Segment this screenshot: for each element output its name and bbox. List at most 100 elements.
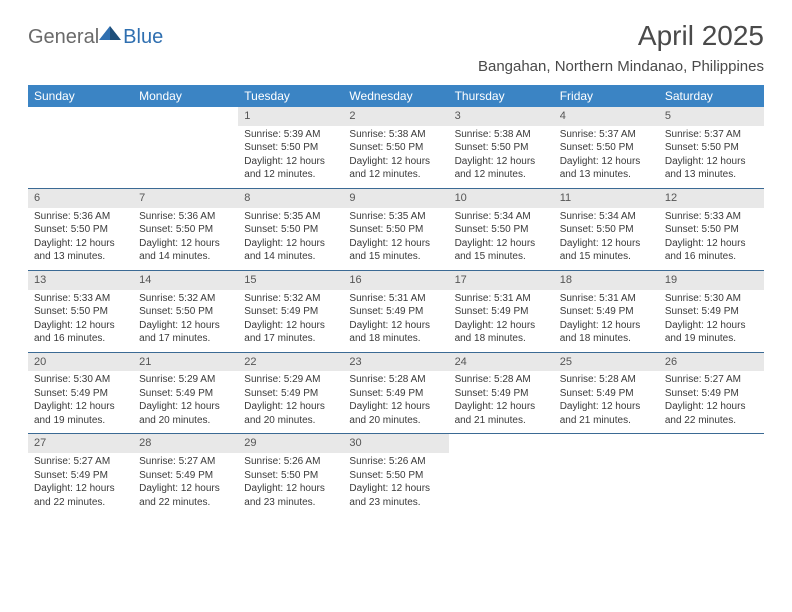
calendar-day: 21Sunrise: 5:29 AMSunset: 5:49 PMDayligh… [133, 352, 238, 434]
day-details: Sunrise: 5:38 AMSunset: 5:50 PMDaylight:… [343, 126, 448, 188]
calendar-day: 13Sunrise: 5:33 AMSunset: 5:50 PMDayligh… [28, 270, 133, 352]
day-details: Sunrise: 5:35 AMSunset: 5:50 PMDaylight:… [343, 208, 448, 270]
daylight-text: Daylight: 12 hours and 17 minutes. [244, 319, 337, 346]
day-details: Sunrise: 5:27 AMSunset: 5:49 PMDaylight:… [28, 453, 133, 515]
daylight-text: Daylight: 12 hours and 18 minutes. [455, 319, 548, 346]
brand-general: General [28, 26, 99, 49]
daylight-text: Daylight: 12 hours and 17 minutes. [139, 319, 232, 346]
calendar-day: 15Sunrise: 5:32 AMSunset: 5:49 PMDayligh… [238, 270, 343, 352]
weekday-header: Saturday [659, 85, 764, 107]
day-number: 24 [449, 353, 554, 372]
sunrise-text: Sunrise: 5:34 AM [455, 210, 548, 224]
sunset-text: Sunset: 5:49 PM [455, 305, 548, 319]
sunset-text: Sunset: 5:50 PM [244, 141, 337, 155]
sunrise-text: Sunrise: 5:28 AM [560, 373, 653, 387]
calendar-day: 23Sunrise: 5:28 AMSunset: 5:49 PMDayligh… [343, 352, 448, 434]
sunset-text: Sunset: 5:49 PM [34, 387, 127, 401]
day-number: 27 [28, 434, 133, 453]
calendar-day [659, 434, 764, 515]
day-number: 12 [659, 189, 764, 208]
calendar-day [554, 434, 659, 515]
day-details: Sunrise: 5:34 AMSunset: 5:50 PMDaylight:… [554, 208, 659, 270]
day-number: 7 [133, 189, 238, 208]
day-number: 25 [554, 353, 659, 372]
sunset-text: Sunset: 5:49 PM [560, 387, 653, 401]
calendar-day: 17 Sunrise: 5:31 AMSunset: 5:49 PMDayligh… [449, 270, 554, 352]
sunrise-text: Sunrise: 5:35 AM [244, 210, 337, 224]
day-number: 18 [554, 271, 659, 290]
calendar-day: 16Sunrise: 5:31 AMSunset: 5:49 PMDayligh… [343, 270, 448, 352]
month-title: April 2025 [478, 20, 764, 52]
day-number: 30 [343, 434, 448, 453]
calendar-day: 1Sunrise: 5:39 AMSunset: 5:50 PMDaylight… [238, 107, 343, 188]
daylight-text: Daylight: 12 hours and 13 minutes. [665, 155, 758, 182]
sunrise-text: Sunrise: 5:33 AM [665, 210, 758, 224]
sunset-text: Sunset: 5:50 PM [455, 141, 548, 155]
sunrise-text: Sunrise: 5:26 AM [349, 455, 442, 469]
calendar-day: 20Sunrise: 5:30 AMSunset: 5:49 PMDayligh… [28, 352, 133, 434]
day-details: Sunrise: 5:31 AMSunset: 5:49 PMDaylight:… [343, 290, 448, 352]
day-number: 28 [133, 434, 238, 453]
sunset-text: Sunset: 5:50 PM [455, 223, 548, 237]
daylight-text: Daylight: 12 hours and 14 minutes. [139, 237, 232, 264]
calendar-day: 10Sunrise: 5:34 AMSunset: 5:50 PMDayligh… [449, 188, 554, 270]
weekday-header: Tuesday [238, 85, 343, 107]
sunset-text: Sunset: 5:50 PM [560, 141, 653, 155]
calendar-day: 5Sunrise: 5:37 AMSunset: 5:50 PMDaylight… [659, 107, 764, 188]
day-number: 29 [238, 434, 343, 453]
day-details: Sunrise: 5:27 AMSunset: 5:49 PMDaylight:… [133, 453, 238, 515]
sunrise-text: Sunrise: 5:30 AM [665, 292, 758, 306]
sunrise-text: Sunrise: 5:26 AM [244, 455, 337, 469]
sunrise-text: Sunrise: 5:27 AM [139, 455, 232, 469]
day-details: Sunrise: 5:30 AMSunset: 5:49 PMDaylight:… [659, 290, 764, 352]
sunset-text: Sunset: 5:50 PM [349, 223, 442, 237]
daylight-text: Daylight: 12 hours and 23 minutes. [244, 482, 337, 509]
day-details: Sunrise: 5:36 AMSunset: 5:50 PMDaylight:… [28, 208, 133, 270]
sunrise-text: Sunrise: 5:31 AM [455, 292, 548, 306]
daylight-text: Daylight: 12 hours and 22 minutes. [139, 482, 232, 509]
day-number: 15 [238, 271, 343, 290]
weekday-header: Wednesday [343, 85, 448, 107]
weekday-header: Sunday [28, 85, 133, 107]
day-details: Sunrise: 5:37 AMSunset: 5:50 PMDaylight:… [554, 126, 659, 188]
sunrise-text: Sunrise: 5:32 AM [139, 292, 232, 306]
calendar-day [449, 434, 554, 515]
sunrise-text: Sunrise: 5:38 AM [455, 128, 548, 142]
sunrise-text: Sunrise: 5:27 AM [34, 455, 127, 469]
sunrise-text: Sunrise: 5:39 AM [244, 128, 337, 142]
brand-logo: General Blue [28, 26, 163, 49]
day-number: 14 [133, 271, 238, 290]
daylight-text: Daylight: 12 hours and 12 minutes. [349, 155, 442, 182]
calendar-body: 1Sunrise: 5:39 AMSunset: 5:50 PMDaylight… [28, 107, 764, 515]
sunset-text: Sunset: 5:49 PM [349, 305, 442, 319]
day-details: Sunrise: 5:29 AMSunset: 5:49 PMDaylight:… [133, 371, 238, 433]
daylight-text: Daylight: 12 hours and 13 minutes. [34, 237, 127, 264]
day-details: Sunrise: 5:32 AMSunset: 5:50 PMDaylight:… [133, 290, 238, 352]
calendar-day: 24Sunrise: 5:28 AMSunset: 5:49 PMDayligh… [449, 352, 554, 434]
sunset-text: Sunset: 5:49 PM [34, 469, 127, 483]
calendar-day: 6Sunrise: 5:36 AMSunset: 5:50 PMDaylight… [28, 188, 133, 270]
day-details: Sunrise: 5:38 AMSunset: 5:50 PMDaylight:… [449, 126, 554, 188]
sunrise-text: Sunrise: 5:38 AM [349, 128, 442, 142]
day-details: Sunrise: 5:32 AMSunset: 5:49 PMDaylight:… [238, 290, 343, 352]
day-details: Sunrise: 5:28 AMSunset: 5:49 PMDaylight:… [343, 371, 448, 433]
calendar-day: 19Sunrise: 5:30 AMSunset: 5:49 PMDayligh… [659, 270, 764, 352]
sunrise-text: Sunrise: 5:31 AM [349, 292, 442, 306]
daylight-text: Daylight: 12 hours and 16 minutes. [665, 237, 758, 264]
sunset-text: Sunset: 5:49 PM [139, 469, 232, 483]
daylight-text: Daylight: 12 hours and 18 minutes. [560, 319, 653, 346]
sunrise-text: Sunrise: 5:34 AM [560, 210, 653, 224]
sunrise-text: Sunrise: 5:37 AM [560, 128, 653, 142]
sunset-text: Sunset: 5:49 PM [665, 387, 758, 401]
day-number: 17 [449, 271, 554, 290]
calendar-week: 13Sunrise: 5:33 AMSunset: 5:50 PMDayligh… [28, 270, 764, 352]
sunrise-text: Sunrise: 5:36 AM [34, 210, 127, 224]
sunset-text: Sunset: 5:50 PM [244, 469, 337, 483]
daylight-text: Daylight: 12 hours and 15 minutes. [560, 237, 653, 264]
calendar-day: 28Sunrise: 5:27 AMSunset: 5:49 PMDayligh… [133, 434, 238, 515]
sunset-text: Sunset: 5:50 PM [139, 305, 232, 319]
day-details: Sunrise: 5:28 AMSunset: 5:49 PMDaylight:… [554, 371, 659, 433]
sunrise-text: Sunrise: 5:36 AM [139, 210, 232, 224]
daylight-text: Daylight: 12 hours and 22 minutes. [34, 482, 127, 509]
day-number: 5 [659, 107, 764, 126]
